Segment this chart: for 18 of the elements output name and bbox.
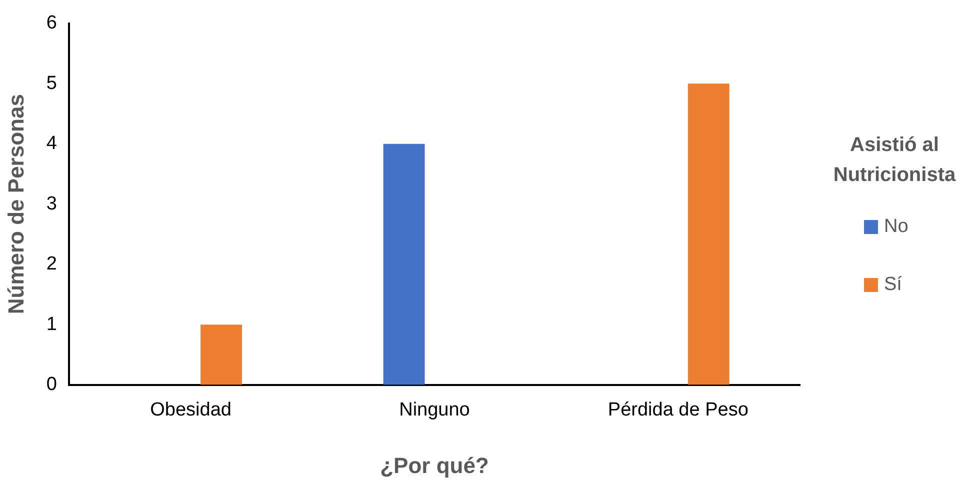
y-tick-label: 2: [46, 254, 57, 275]
bar: [200, 324, 242, 385]
bar: [383, 144, 425, 385]
x-tick-label: Ninguno: [399, 399, 470, 420]
y-tick-label: 3: [46, 193, 57, 214]
legend-label: No: [884, 216, 908, 238]
x-tick-label: Pérdida de Peso: [608, 399, 748, 420]
x-tick-label: Obesidad: [150, 399, 232, 420]
y-tick-label: 0: [46, 374, 57, 396]
y-axis-title: Número de Personas: [3, 94, 28, 314]
y-tick-label: 1: [46, 314, 57, 335]
bar: [688, 84, 730, 385]
y-tick-label: 5: [46, 72, 57, 94]
legend-title: Asistió al Nutricionista: [832, 133, 957, 188]
x-axis-title: ¿Por qué?: [380, 452, 489, 478]
y-tick-label: 4: [46, 133, 58, 154]
legend-label: Sí: [884, 274, 902, 296]
y-tick-label: 6: [46, 12, 57, 34]
